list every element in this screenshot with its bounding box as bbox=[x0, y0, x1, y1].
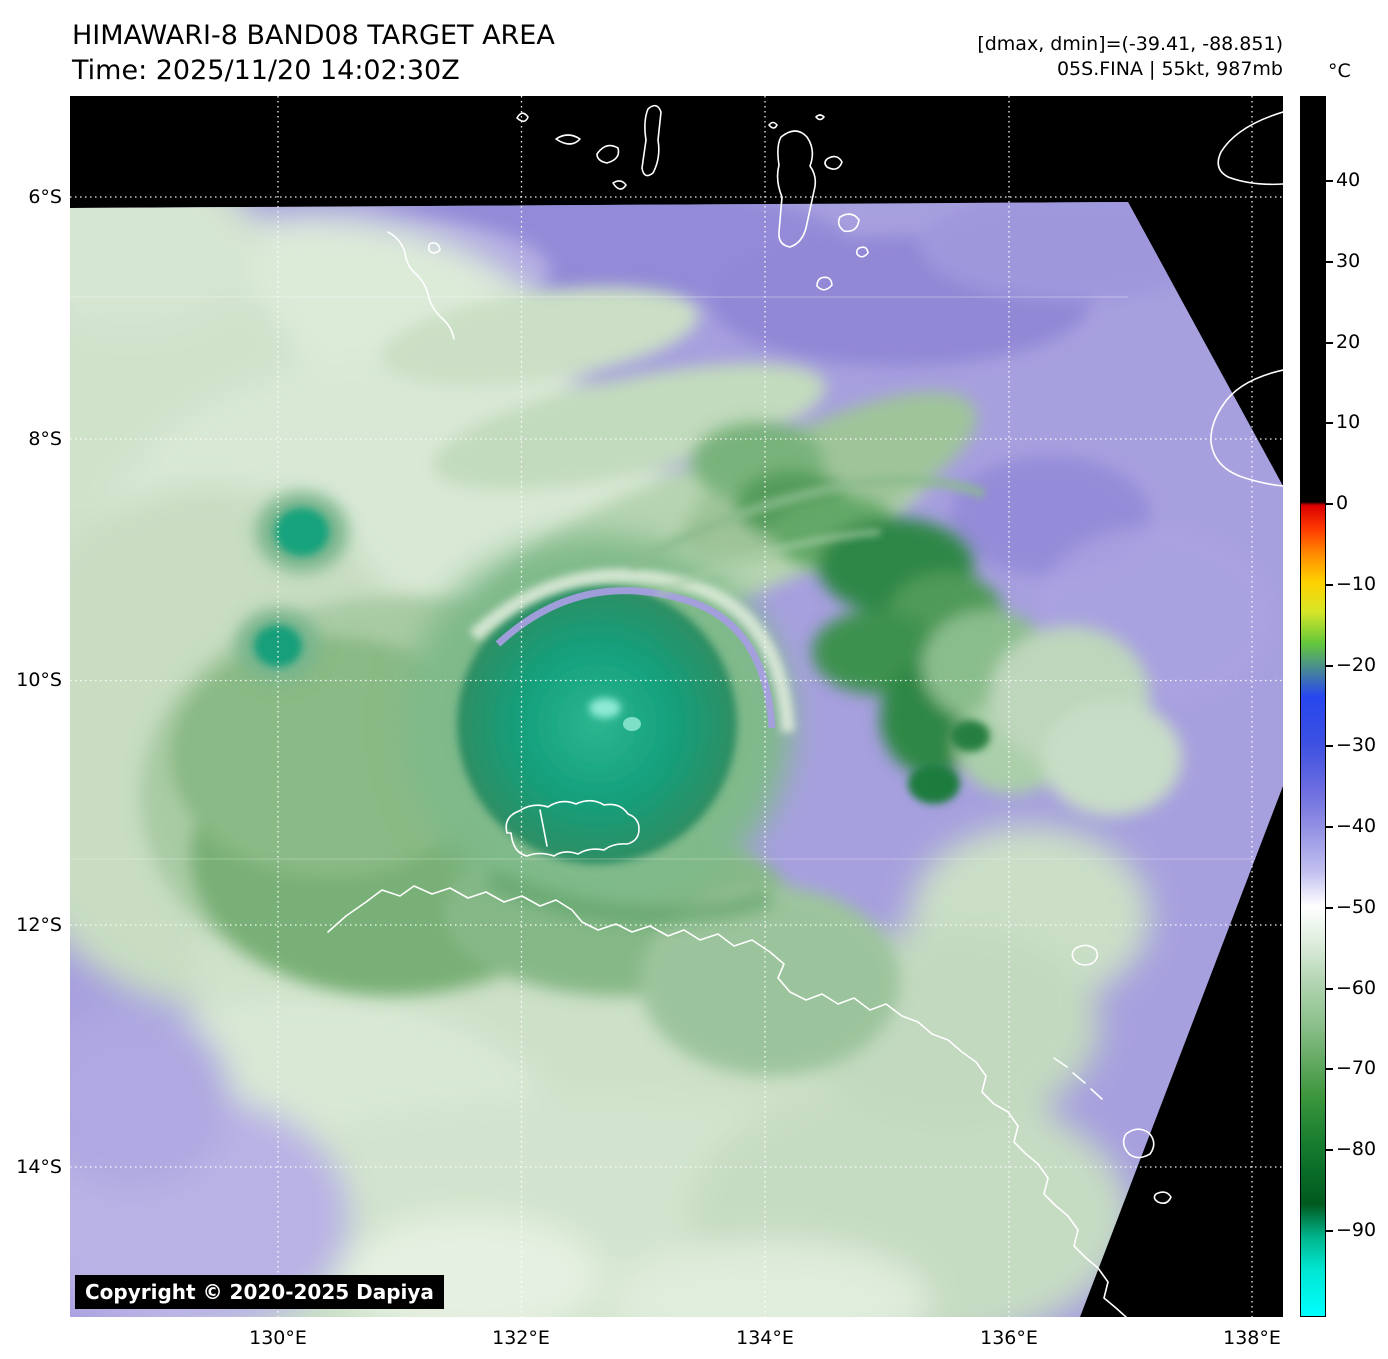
colorbar-tickmark bbox=[1326, 665, 1333, 667]
colorbar-tick-label: −50 bbox=[1336, 896, 1377, 918]
lat-tick-label: 12°S bbox=[16, 914, 62, 936]
storm-core bbox=[402, 475, 986, 925]
colorbar-tick-label: 20 bbox=[1336, 331, 1361, 353]
lon-tick-label: 132°E bbox=[492, 1327, 550, 1349]
dmax-dmin-annotation: [dmax, dmin]=(-39.41, -88.851) bbox=[977, 33, 1283, 55]
colorbar-tick-label: −80 bbox=[1336, 1138, 1377, 1160]
colorbar-tick-label: 30 bbox=[1336, 250, 1361, 272]
colorbar-tickmark bbox=[1326, 907, 1333, 909]
satellite-imagery bbox=[70, 96, 1283, 1317]
lon-tick-label: 130°E bbox=[249, 1327, 307, 1349]
colorbar-tick-label: 10 bbox=[1336, 411, 1361, 433]
timestamp: Time: 2025/11/20 14:02:30Z bbox=[72, 55, 460, 86]
colorbar-tickmark bbox=[1326, 988, 1333, 990]
lon-tick-label: 134°E bbox=[736, 1327, 794, 1349]
lat-tick-label: 8°S bbox=[28, 428, 62, 450]
lat-tick-label: 14°S bbox=[16, 1156, 62, 1178]
colorbar-tick-label: −20 bbox=[1336, 654, 1377, 676]
header-annotations: [dmax, dmin]=(-39.41, -88.851) 05S.FINA … bbox=[977, 32, 1283, 82]
satellite-map: Copyright © 2020-2025 Dapiya bbox=[70, 96, 1283, 1317]
colorbar-tick-label: 40 bbox=[1336, 169, 1361, 191]
cloud-field bbox=[70, 202, 1283, 1317]
colorbar-tick-label: −90 bbox=[1336, 1219, 1377, 1241]
colorbar-tickmark bbox=[1326, 1149, 1333, 1151]
colorbar-tickmark bbox=[1326, 1230, 1333, 1232]
gridlines bbox=[70, 96, 1283, 1317]
coastlines bbox=[327, 104, 1283, 1317]
colorbar-tick-label: −70 bbox=[1336, 1057, 1377, 1079]
colorbar-tickmark bbox=[1326, 180, 1333, 182]
colorbar-tickmark bbox=[1326, 342, 1333, 344]
colorbar-tickmark bbox=[1326, 745, 1333, 747]
copyright-badge: Copyright © 2020-2025 Dapiya bbox=[75, 1275, 444, 1309]
lon-tick-label: 136°E bbox=[980, 1327, 1038, 1349]
temperature-colorbar bbox=[1300, 96, 1333, 1317]
colorbar-tickmark bbox=[1326, 261, 1333, 263]
colorbar-tickmark bbox=[1326, 826, 1333, 828]
colorbar-tick-label: −10 bbox=[1336, 573, 1377, 595]
lat-tick-label: 10°S bbox=[16, 669, 62, 691]
storm-info-annotation: 05S.FINA | 55kt, 987mb bbox=[1056, 58, 1283, 80]
colorbar-tick-label: −40 bbox=[1336, 815, 1377, 837]
lat-tick-label: 6°S bbox=[28, 186, 62, 208]
colorbar-tickmark bbox=[1326, 422, 1333, 424]
colorbar-unit-label: °C bbox=[1328, 60, 1351, 82]
colorbar-tick-label: 0 bbox=[1336, 492, 1349, 514]
lon-tick-label: 138°E bbox=[1223, 1327, 1281, 1349]
colorbar-tick-label: −30 bbox=[1336, 734, 1377, 756]
colorbar-tickmark bbox=[1326, 584, 1333, 586]
page-title: HIMAWARI-8 BAND08 TARGET AREA bbox=[72, 20, 555, 51]
colorbar-tickmark bbox=[1326, 503, 1333, 505]
colorbar-tick-label: −60 bbox=[1336, 977, 1377, 999]
colorbar-tickmark bbox=[1326, 1068, 1333, 1070]
